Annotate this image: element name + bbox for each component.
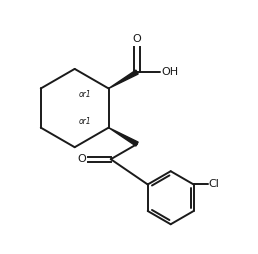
Polygon shape <box>109 128 138 146</box>
Text: O: O <box>77 154 86 164</box>
Polygon shape <box>109 70 138 88</box>
Text: or1: or1 <box>78 117 91 126</box>
Text: Cl: Cl <box>208 180 220 189</box>
Text: or1: or1 <box>78 90 91 99</box>
Text: OH: OH <box>161 67 178 77</box>
Text: O: O <box>133 34 141 44</box>
